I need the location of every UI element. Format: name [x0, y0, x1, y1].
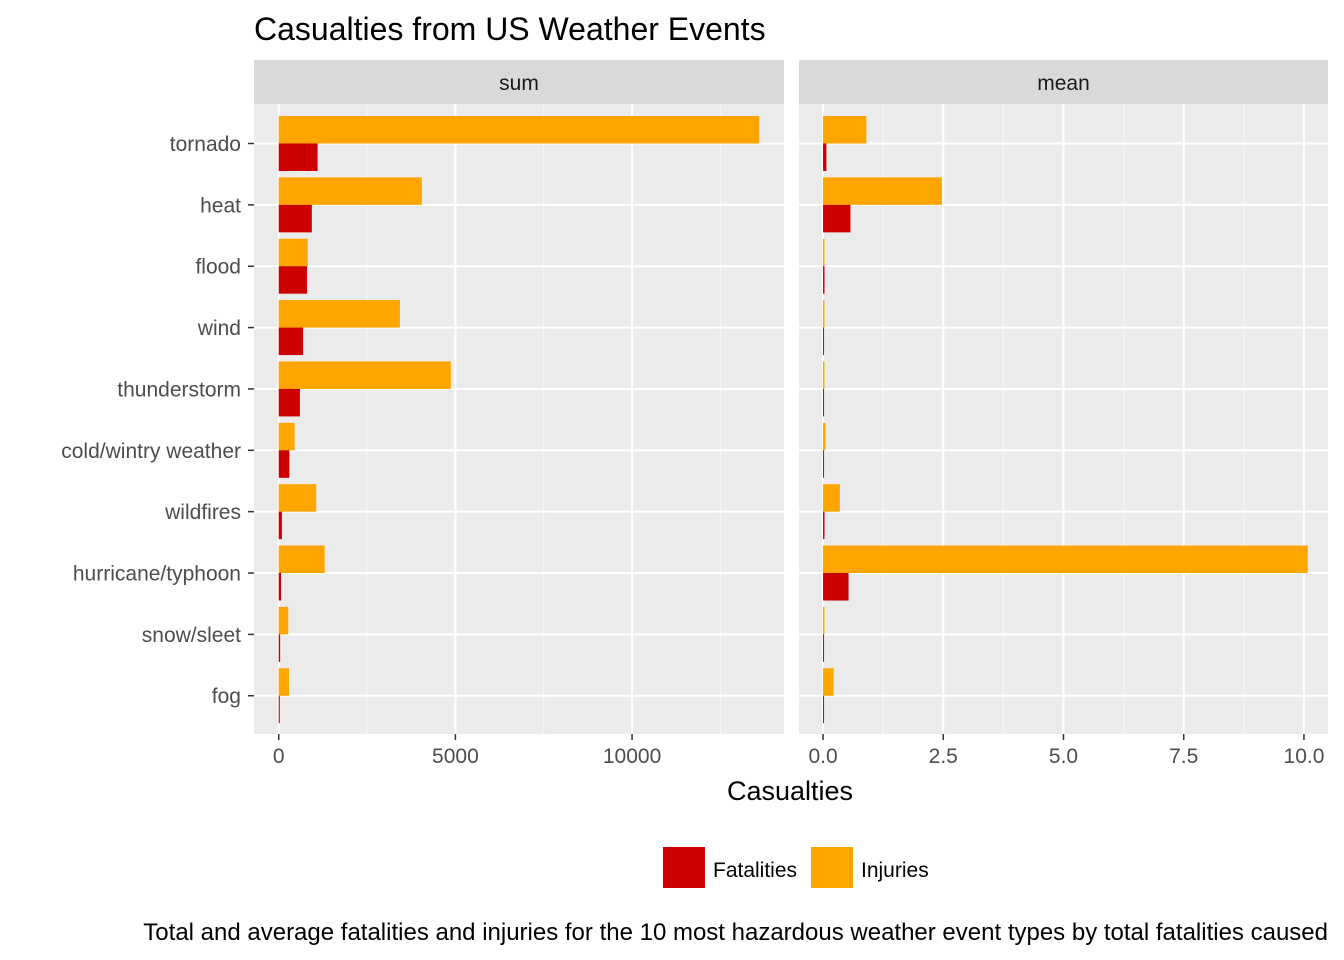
bar-fatalities-cold-wintry-weather: [823, 450, 825, 478]
bar-injuries-hurricane-typhoon: [278, 545, 325, 574]
legend-swatch-fatalities: [663, 847, 705, 888]
bar-fatalities-wildfires: [278, 511, 282, 540]
category-label: flood: [195, 256, 241, 279]
legend: Fatalities Injuries: [663, 847, 929, 888]
legend-swatch-injuries: [811, 847, 853, 888]
bar-fatalities-snow-sleet: [823, 634, 825, 662]
bar-fatalities-tornado: [278, 143, 318, 171]
bar-injuries-flood: [823, 238, 825, 267]
category-label: thunderstorm: [117, 378, 241, 401]
bar-fatalities-heat: [823, 204, 851, 233]
strip-sum: [254, 60, 784, 104]
bar-injuries-hurricane-typhoon: [823, 545, 1308, 574]
bar-fatalities-tornado: [823, 143, 827, 171]
bar-fatalities-wind: [823, 327, 825, 356]
panel-mean: mean 0.0 2.5 5.0 7.5 10.0: [799, 60, 1328, 768]
bar-injuries-fog: [278, 668, 289, 696]
bar-injuries-cold-wintry-weather: [823, 422, 826, 451]
category-label: tornado: [170, 133, 241, 156]
x-tick-label: 0.0: [808, 745, 837, 768]
bar-injuries-heat: [278, 177, 422, 205]
x-tick-label: 5.0: [1049, 745, 1078, 768]
bar-injuries-snow-sleet: [278, 606, 289, 635]
x-tick-label: 0: [273, 745, 285, 768]
bar-injuries-wildfires: [278, 484, 317, 512]
panel-sum: sum 0 5000 10000: [254, 60, 784, 768]
x-tick-label: 2.5: [929, 745, 958, 768]
category-label: fog: [212, 685, 241, 708]
x-tick-label: 5000: [432, 745, 479, 768]
bar-injuries-tornado: [823, 116, 867, 144]
bar-injuries-flood: [278, 238, 308, 267]
bar-injuries-wildfires: [823, 484, 840, 512]
bar-fatalities-heat: [278, 204, 312, 233]
bar-fatalities-thunderstorm: [278, 388, 300, 417]
bar-fatalities-wildfires: [823, 511, 825, 540]
bar-injuries-thunderstorm: [823, 361, 825, 389]
category-label: heat: [200, 194, 241, 217]
x-axis-title: Casualties: [727, 776, 853, 806]
strip-mean: [799, 60, 1328, 104]
bar-fatalities-fog: [278, 695, 280, 724]
bar-injuries-heat: [823, 177, 942, 205]
x-tick-label: 10000: [603, 745, 661, 768]
strip-label-mean: mean: [1037, 72, 1090, 95]
x-tick-label: 10.0: [1284, 745, 1325, 768]
legend-label-fatalities: Fatalities: [713, 859, 797, 882]
bar-fatalities-hurricane-typhoon: [823, 573, 849, 601]
x-tick-label: 7.5: [1169, 745, 1198, 768]
category-label: hurricane/typhoon: [73, 563, 241, 586]
chart-caption: Total and average fatalities and injurie…: [143, 919, 1328, 946]
bar-fatalities-hurricane-typhoon: [278, 573, 282, 601]
category-label: cold/wintry weather: [61, 440, 241, 463]
bar-fatalities-snow-sleet: [278, 634, 281, 662]
category-label: wildfires: [164, 501, 241, 524]
strip-label-sum: sum: [499, 72, 539, 95]
category-axis: tornado heat flood wind thunderstorm cold/win…: [61, 133, 254, 708]
bar-fatalities-thunderstorm: [823, 388, 825, 417]
chart-title: Casualties from US Weather Events: [254, 11, 766, 47]
bar-fatalities-wind: [278, 327, 304, 356]
bar-fatalities-flood: [823, 266, 825, 294]
bar-fatalities-flood: [278, 266, 307, 294]
legend-label-injuries: Injuries: [861, 859, 929, 882]
bar-injuries-cold-wintry-weather: [278, 422, 295, 451]
bar-injuries-tornado: [278, 116, 760, 144]
bar-injuries-wind: [278, 300, 400, 328]
panel-background: [254, 104, 784, 734]
bar-fatalities-fog: [823, 695, 825, 724]
bar-injuries-fog: [823, 668, 834, 696]
chart-panels: sum 0 5000 10000 mean 0.0 2.5 5.0 7.5 10.0: [254, 60, 1328, 768]
bar-fatalities-cold-wintry-weather: [278, 450, 290, 478]
bar-injuries-thunderstorm: [278, 361, 451, 389]
bar-injuries-wind: [823, 300, 825, 328]
category-label: snow/sleet: [142, 624, 241, 647]
category-label: wind: [197, 317, 241, 340]
bar-injuries-snow-sleet: [823, 606, 825, 635]
